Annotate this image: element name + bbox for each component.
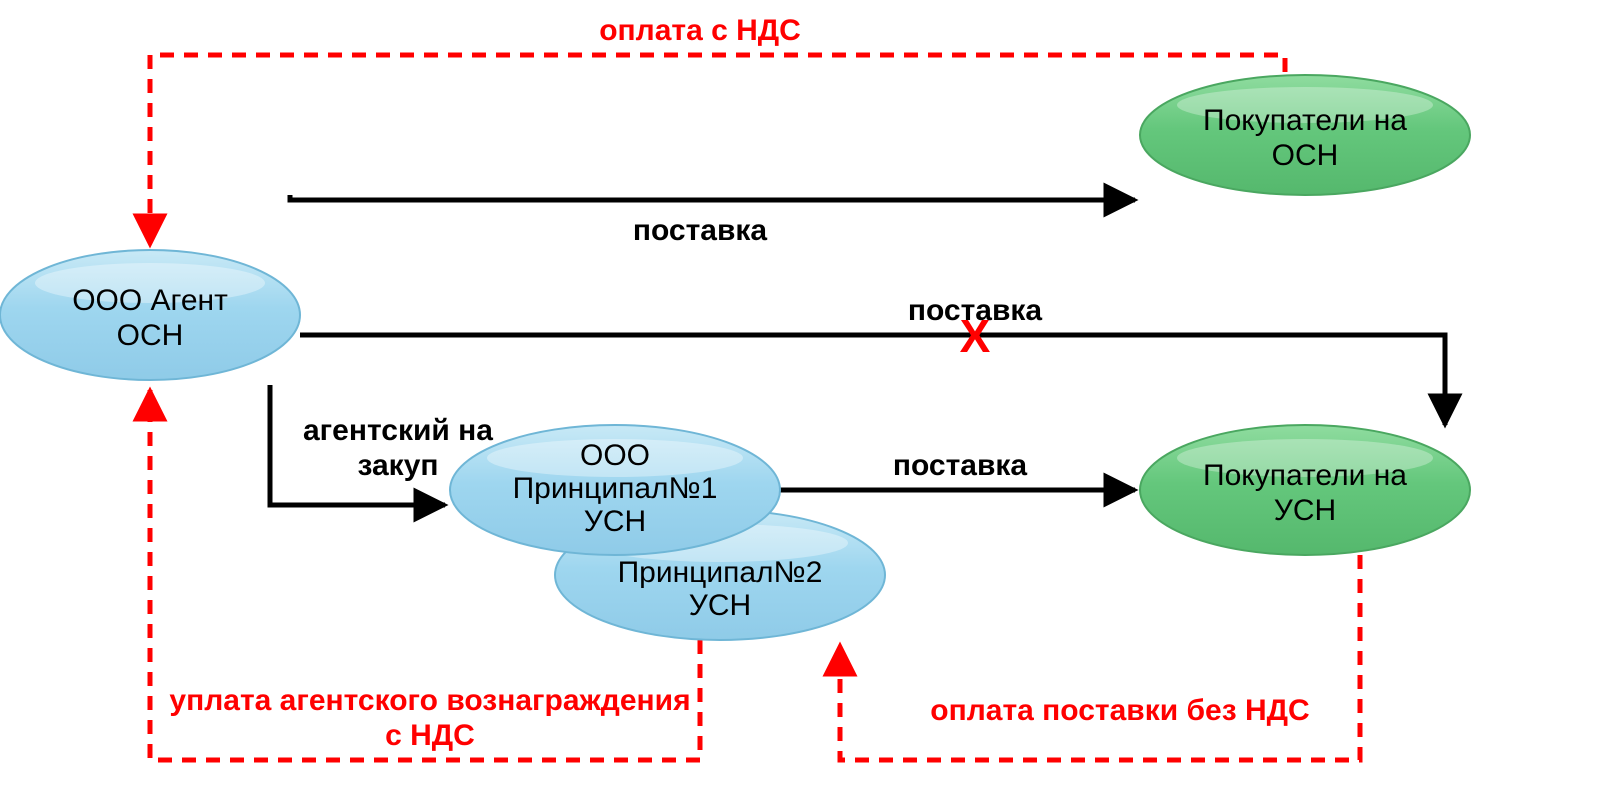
node-principal-1-line1: ООО bbox=[580, 439, 650, 472]
edge-agent-fee-label2: с НДС bbox=[385, 719, 475, 752]
edge-supply3-label: поставка bbox=[893, 449, 1028, 482]
node-agent-line1: ООО Агент bbox=[72, 284, 228, 317]
edge-supply1 bbox=[290, 195, 1135, 200]
node-buyers-osn-line1: Покупатели на bbox=[1203, 104, 1407, 137]
node-principal-1-line2: Принципал№1 bbox=[513, 472, 718, 505]
node-buyers-osn-line2: ОСН bbox=[1272, 139, 1339, 172]
cross-icon: X bbox=[960, 310, 991, 362]
edge-top-red-label: оплата с НДС bbox=[599, 14, 801, 47]
edge-pay-no-vat-label: оплата поставки без НДС bbox=[930, 694, 1309, 727]
edge-pay-no-vat bbox=[840, 555, 1360, 760]
edge-supply2 bbox=[300, 335, 1445, 425]
edge-agent-fee-label1: уплата агентского вознаграждения bbox=[169, 684, 690, 717]
node-agent: ООО Агент ОСН bbox=[0, 250, 300, 380]
node-principal-2-line2: Принципал№2 bbox=[618, 556, 823, 589]
node-principal-1-line3: УСН bbox=[584, 505, 646, 538]
node-buyers-usn: Покупатели на УСН bbox=[1140, 425, 1470, 555]
edge-agent-zak-label1: агентский на bbox=[303, 414, 493, 447]
node-principal-1: ООО Принципал№1 УСН bbox=[450, 425, 780, 555]
flow-diagram: поставка поставка X агентский на закуп п… bbox=[0, 0, 1600, 804]
node-buyers-usn-line2: УСН bbox=[1274, 494, 1336, 527]
node-principal-2-line3: УСН bbox=[689, 589, 751, 622]
node-buyers-usn-line1: Покупатели на bbox=[1203, 459, 1407, 492]
node-agent-line2: ОСН bbox=[117, 319, 184, 352]
edge-agent-zak-label2: закуп bbox=[357, 449, 438, 482]
node-buyers-osn: Покупатели на ОСН bbox=[1140, 75, 1470, 195]
edge-supply1-label: поставка bbox=[633, 214, 768, 247]
